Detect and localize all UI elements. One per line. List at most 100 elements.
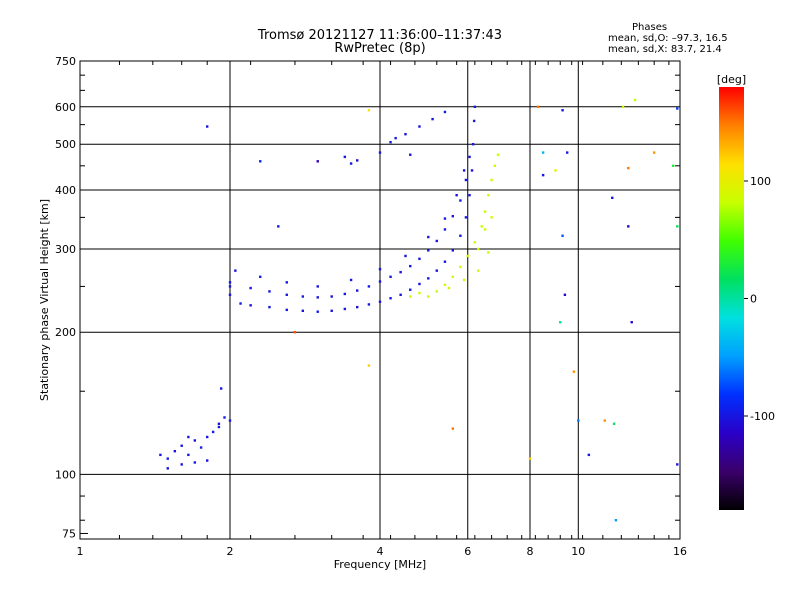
data-point — [443, 110, 447, 114]
data-point — [468, 155, 471, 159]
data-point — [603, 419, 606, 422]
y-tick-label: 750 — [55, 55, 76, 68]
data-point — [487, 193, 490, 197]
data-point — [468, 193, 471, 197]
data-point — [301, 309, 305, 312]
data-point — [561, 234, 564, 237]
data-point — [193, 439, 197, 442]
data-point — [219, 387, 223, 390]
data-point — [349, 162, 353, 165]
data-point — [470, 169, 474, 172]
data-point — [483, 210, 487, 213]
series-0 — [159, 387, 232, 470]
data-point — [173, 449, 177, 453]
data-point — [676, 463, 679, 466]
data-point — [355, 305, 359, 309]
data-point — [193, 461, 197, 464]
y-tick-label: 100 — [55, 468, 76, 481]
data-point — [443, 228, 447, 231]
chart-subtitle: RwPretec (8p) — [334, 41, 425, 56]
data-point — [343, 292, 347, 296]
data-point — [349, 278, 353, 282]
data-point — [228, 285, 232, 288]
y-tick-label: 300 — [55, 243, 76, 256]
data-point — [418, 257, 421, 261]
data-point — [671, 164, 675, 168]
data-point — [490, 216, 493, 219]
data-point — [205, 125, 209, 128]
data-point — [466, 254, 469, 258]
data-point — [343, 155, 347, 159]
data-point — [627, 225, 630, 228]
x-axis-label: Frequency [MHz] — [334, 558, 426, 571]
data-point — [228, 419, 232, 422]
data-point — [464, 216, 468, 219]
data-point — [277, 225, 280, 228]
data-point — [239, 302, 242, 305]
x-tick-label: 6 — [464, 545, 471, 558]
data-point — [427, 295, 430, 298]
data-point — [343, 307, 347, 311]
data-point — [487, 251, 490, 254]
data-point — [427, 277, 430, 280]
data-point — [471, 142, 475, 146]
data-point — [409, 288, 412, 291]
data-point — [378, 151, 382, 154]
data-point — [464, 178, 468, 182]
x-tick-label: 8 — [527, 545, 534, 558]
data-point — [472, 119, 476, 123]
data-point — [427, 249, 430, 252]
data-point — [459, 199, 462, 202]
y-tick-label: 600 — [55, 101, 76, 114]
data-point — [199, 446, 203, 449]
data-point — [180, 444, 183, 447]
data-point — [166, 467, 169, 470]
stats-heading: Phases — [632, 22, 667, 33]
data-point — [404, 132, 407, 136]
data-point — [459, 234, 462, 237]
data-point — [652, 151, 656, 154]
data-point — [399, 293, 402, 296]
data-point — [187, 453, 190, 457]
stats-o-mode: mean, sd,O: –97.3, 16.5 — [608, 33, 728, 44]
data-point — [293, 331, 297, 334]
data-point — [621, 105, 625, 108]
data-point — [389, 275, 392, 278]
stats-x-mode: mean, sd,X: 83.7, 21.4 — [608, 44, 722, 55]
data-point — [451, 427, 455, 430]
data-point — [462, 169, 466, 172]
data-point — [473, 241, 477, 244]
chart-title: Tromsø 20121127 11:36:00–11:37:43 — [257, 28, 502, 43]
y-tick-label: 75 — [62, 527, 76, 540]
data-point — [223, 416, 226, 419]
data-point — [559, 320, 562, 324]
data-point — [541, 151, 545, 154]
data-point — [409, 295, 412, 298]
data-point — [473, 105, 477, 108]
data-point — [477, 269, 480, 272]
data-point — [316, 160, 319, 163]
data-point — [483, 228, 487, 231]
data-point — [435, 290, 438, 293]
y-tick-label: 500 — [55, 138, 76, 151]
data-point — [493, 164, 497, 168]
series-1 — [228, 105, 477, 313]
data-point — [217, 422, 221, 425]
data-point — [378, 267, 382, 271]
data-point — [159, 453, 162, 457]
data-point — [443, 260, 447, 263]
data-point — [490, 178, 493, 182]
data-point — [316, 310, 319, 313]
data-point — [249, 304, 252, 307]
data-point — [409, 153, 412, 156]
data-point — [316, 296, 319, 299]
series-2 — [409, 153, 500, 298]
data-point — [451, 215, 455, 218]
colorbar-gradient — [719, 87, 744, 510]
data-point — [630, 320, 633, 324]
data-point — [367, 303, 371, 306]
data-point — [268, 290, 271, 293]
y-tick-label: 200 — [55, 326, 76, 339]
data-point — [404, 254, 407, 258]
data-point — [234, 269, 237, 272]
